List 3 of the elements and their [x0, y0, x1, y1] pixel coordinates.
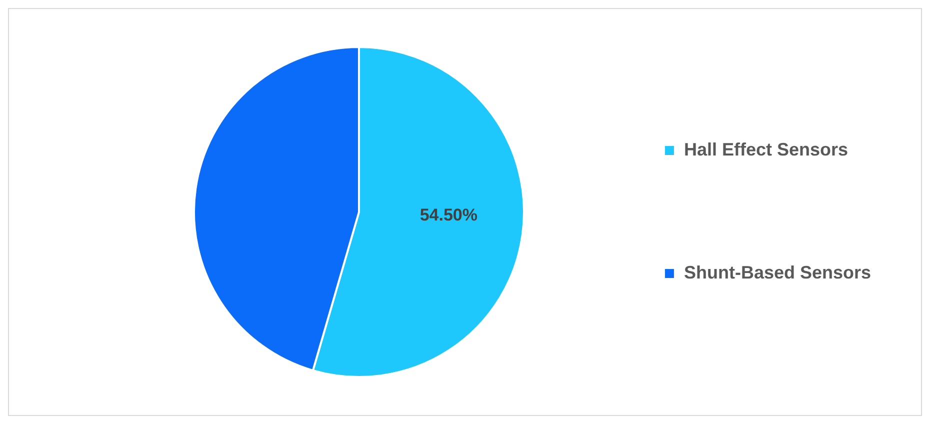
legend-label: Hall Effect Sensors — [684, 139, 848, 160]
data-label: 54.50% — [420, 205, 478, 224]
legend-label: Shunt-Based Sensors — [684, 262, 872, 282]
